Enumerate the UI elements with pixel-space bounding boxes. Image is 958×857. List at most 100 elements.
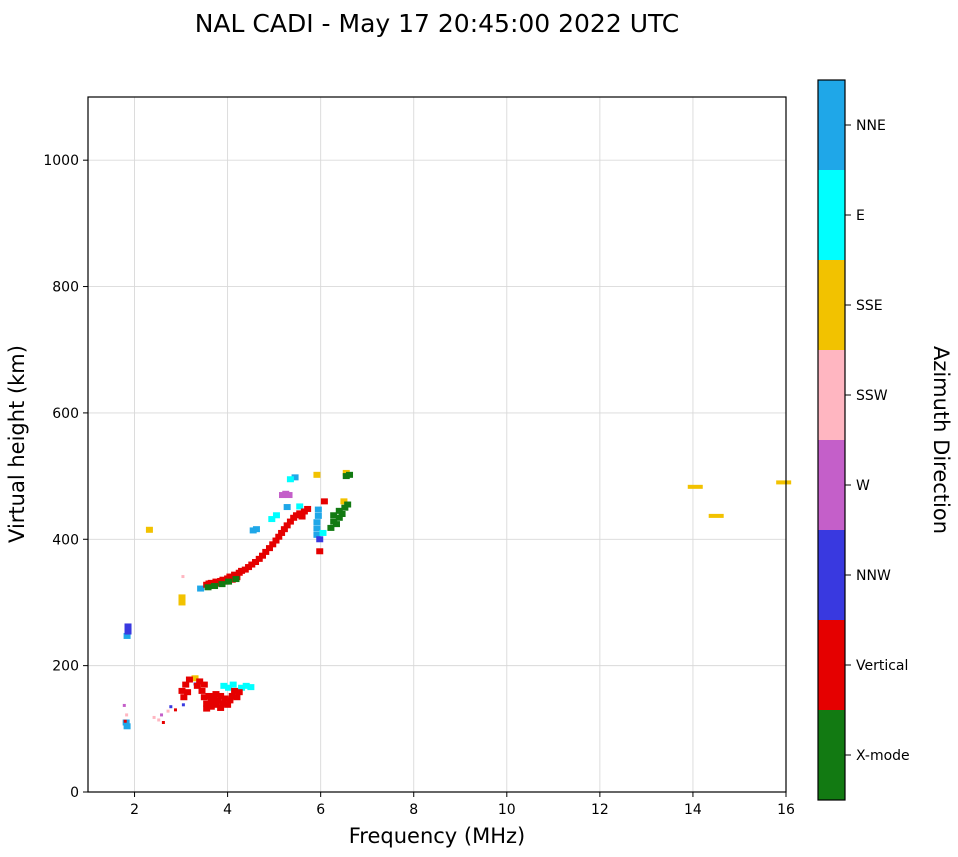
echo-point xyxy=(123,723,131,730)
echo-point xyxy=(278,529,286,536)
echo-point xyxy=(238,684,246,691)
echo-point xyxy=(298,513,306,520)
echo-point xyxy=(169,705,173,709)
echo-point xyxy=(248,561,256,568)
colorbar-band-x-mode xyxy=(818,710,845,800)
echo-point xyxy=(229,681,237,688)
echo-point xyxy=(178,599,186,606)
x-axis-ticks: 2 4 6 8 10 12 14 16 xyxy=(130,792,795,818)
echo-point xyxy=(313,525,321,532)
echo-point xyxy=(341,504,349,511)
echo-point xyxy=(217,692,225,699)
echo-point xyxy=(152,715,156,719)
echo-point xyxy=(182,681,190,688)
colorbar-border xyxy=(817,79,846,801)
x-tick-label: 10 xyxy=(498,802,516,818)
echo-point xyxy=(228,576,236,583)
echo-point xyxy=(205,692,213,699)
x-tick-label: 2 xyxy=(130,802,139,818)
echo-point xyxy=(346,471,354,478)
echo-point xyxy=(332,521,340,528)
echo-point xyxy=(197,585,205,592)
echo-point xyxy=(344,501,352,508)
colorbar-band-w xyxy=(818,440,845,530)
echo-point xyxy=(212,701,220,708)
echo-point xyxy=(340,498,348,505)
y-tick-label: 200 xyxy=(52,659,79,675)
echo-point xyxy=(283,504,291,511)
echo-point xyxy=(123,632,131,639)
x-tick-label: 14 xyxy=(684,802,702,818)
colorbar-label-ssw: SSW xyxy=(856,388,888,404)
colorbar-label-nne: NNE xyxy=(856,118,886,134)
echo-point xyxy=(193,682,201,689)
echo-point xyxy=(224,701,232,708)
gridlines xyxy=(88,97,787,793)
echo-point xyxy=(226,697,234,704)
echo-point xyxy=(291,474,299,481)
echo-point xyxy=(327,524,335,531)
echo-point xyxy=(178,687,186,694)
echo-point xyxy=(233,694,241,701)
echo-point xyxy=(255,555,263,562)
echo-point xyxy=(304,505,312,512)
echo-point xyxy=(232,576,240,583)
echo-point xyxy=(272,512,280,519)
echo-point xyxy=(200,681,208,688)
echo-point xyxy=(268,516,276,523)
echo-point xyxy=(211,583,219,590)
echo-point xyxy=(185,676,193,683)
y-tick-label: 1000 xyxy=(43,153,79,169)
echo-point xyxy=(161,721,165,724)
echo-point xyxy=(220,682,228,689)
colorbar-label-x-mode: X-mode xyxy=(856,748,910,764)
echo-point xyxy=(123,719,127,723)
echo-point xyxy=(218,581,226,588)
echo-point xyxy=(286,518,294,525)
echo-point xyxy=(316,548,324,555)
echo-point xyxy=(191,675,199,682)
colorbar-band-nne xyxy=(818,80,845,170)
echo-point xyxy=(225,578,233,585)
echo-point xyxy=(272,537,280,544)
echo-point xyxy=(184,689,192,696)
echo-point xyxy=(203,700,211,707)
echo-point xyxy=(320,498,328,505)
colorbar-label-w: W xyxy=(856,478,870,494)
colorbar-band-nnw xyxy=(818,530,845,620)
colorbar-label-nnw: NNW xyxy=(856,568,891,584)
colorbar-band-e xyxy=(818,170,845,260)
echo-point xyxy=(145,526,153,533)
echo-point xyxy=(160,713,164,717)
echo-point xyxy=(203,705,211,712)
x-tick-label: 6 xyxy=(316,802,325,818)
colorbar-legend: NNE E SSE SSW W NNW Vertical X-mode xyxy=(818,80,910,800)
echo-point xyxy=(200,694,208,701)
echo-point xyxy=(280,526,288,533)
colorbar-band-vertical xyxy=(818,620,845,710)
y-axis-ticks: 0 200 400 600 800 1000 xyxy=(43,153,88,801)
echo-point xyxy=(181,703,185,707)
echo-point xyxy=(124,623,132,630)
y-tick-label: 400 xyxy=(52,532,79,548)
echo-point xyxy=(313,519,321,526)
echo-point xyxy=(319,529,327,536)
echo-point xyxy=(173,708,177,712)
echo-point xyxy=(219,700,227,707)
echo-point xyxy=(259,552,266,559)
echo-point xyxy=(225,684,233,691)
x-tick-label: 16 xyxy=(777,802,795,818)
echo-point xyxy=(210,696,218,703)
echo-point xyxy=(242,682,250,689)
echo-point xyxy=(286,476,294,483)
echo-point xyxy=(157,718,161,722)
colorbar-band-ssw xyxy=(818,350,845,440)
echo-point xyxy=(316,536,324,543)
echo-point xyxy=(125,713,129,717)
echo-point xyxy=(228,692,236,699)
colorbar-title: Azimuth Direction xyxy=(929,346,953,534)
echo-point xyxy=(214,697,222,704)
echo-point xyxy=(122,703,126,707)
echo-point xyxy=(313,531,321,538)
